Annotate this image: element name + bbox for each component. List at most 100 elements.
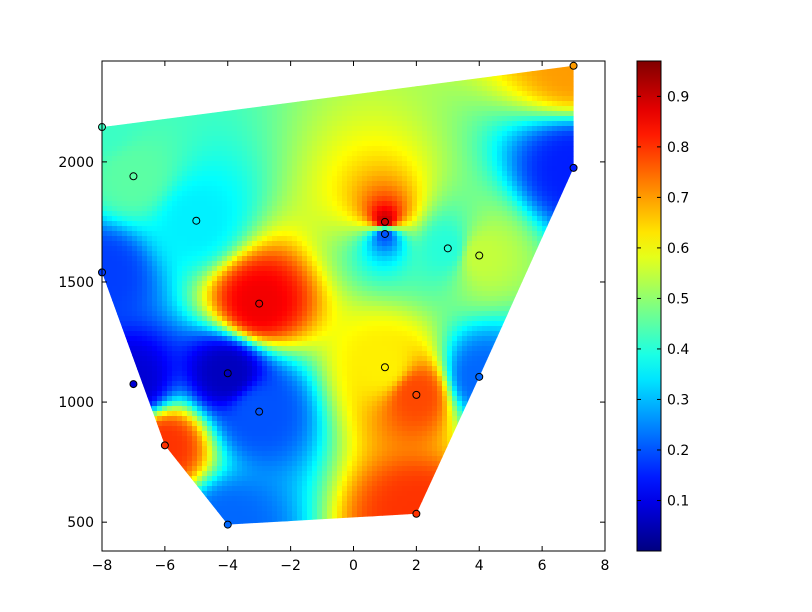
heatmap-cell <box>257 251 263 257</box>
heatmap-cell <box>232 201 238 207</box>
heatmap-cell <box>162 81 168 87</box>
heatmap-cell <box>497 106 503 112</box>
heatmap-cell <box>352 261 358 267</box>
heatmap-cell <box>212 131 218 137</box>
heatmap-cell <box>482 166 488 172</box>
heatmap-cell <box>277 166 283 172</box>
heatmap-cell <box>342 251 348 257</box>
heatmap-cell <box>587 71 592 76</box>
heatmap-cell <box>107 111 113 117</box>
heatmap-cell <box>517 76 523 82</box>
heatmap-cell <box>112 76 118 82</box>
heatmap-cell <box>387 71 393 77</box>
heatmap-cell <box>192 101 198 107</box>
heatmap-cell <box>277 91 283 97</box>
heatmap-cell <box>137 271 143 277</box>
heatmap-cell <box>187 131 193 137</box>
heatmap-cell <box>187 256 193 262</box>
heatmap-cell <box>432 276 438 282</box>
heatmap-cell <box>222 116 228 122</box>
heatmap-cell <box>242 181 248 187</box>
heatmap-cell <box>427 161 433 167</box>
heatmap-cell <box>262 216 268 222</box>
heatmap-cell <box>412 261 418 267</box>
heatmap-cell <box>397 171 403 177</box>
heatmap-cell <box>107 121 113 127</box>
heatmap-cell <box>452 261 458 267</box>
heatmap-cell <box>387 246 393 252</box>
heatmap-cell <box>522 96 528 102</box>
heatmap-cell <box>477 141 483 147</box>
heatmap-cell <box>207 301 213 307</box>
heatmap-cell <box>462 96 468 102</box>
heatmap-cell <box>447 86 453 92</box>
heatmap-cell <box>517 151 523 157</box>
heatmap-cell <box>577 156 582 161</box>
heatmap-cell <box>357 146 363 152</box>
heatmap-cell <box>562 65 568 67</box>
heatmap-cell <box>487 276 493 282</box>
heatmap-cell <box>292 96 298 102</box>
heatmap-cell <box>432 256 438 262</box>
heatmap-cell <box>512 261 518 267</box>
heatmap-cell <box>592 131 597 136</box>
heatmap-cell <box>327 271 333 277</box>
heatmap-cell <box>432 201 438 207</box>
heatmap-cell <box>282 271 288 277</box>
heatmap-cell <box>497 241 503 247</box>
heatmap-cell <box>442 271 448 277</box>
heatmap-cell <box>437 81 443 87</box>
heatmap-cell <box>417 241 423 247</box>
heatmap-cell <box>452 296 458 302</box>
heatmap-cell <box>347 256 353 262</box>
heatmap-cell <box>342 166 348 172</box>
heatmap-cell <box>592 241 597 246</box>
heatmap-cell <box>502 191 508 197</box>
heatmap-cell <box>537 81 543 87</box>
heatmap-cell <box>382 141 388 147</box>
heatmap-cell <box>212 91 218 97</box>
heatmap-cell <box>287 136 293 142</box>
heatmap-cell <box>182 186 188 192</box>
heatmap-cell <box>307 191 313 197</box>
heatmap-cell <box>257 181 263 187</box>
heatmap-cell <box>387 206 393 212</box>
heatmap-cell <box>517 131 523 137</box>
heatmap-cell <box>177 116 183 122</box>
heatmap-cell <box>282 156 288 162</box>
heatmap-cell <box>532 121 538 127</box>
heatmap-cell <box>307 176 313 182</box>
heatmap-cell <box>347 76 353 82</box>
heatmap-cell <box>187 141 193 147</box>
heatmap-cell <box>107 151 113 157</box>
heatmap-cell <box>377 141 383 147</box>
heatmap-cell <box>167 296 173 302</box>
heatmap-cell <box>577 166 582 171</box>
heatmap-cell <box>227 251 233 257</box>
heatmap-cell <box>242 136 248 142</box>
heatmap-cell <box>387 201 393 207</box>
heatmap-cell <box>107 241 113 247</box>
heatmap-cell <box>572 136 574 142</box>
heatmap-cell <box>152 131 158 137</box>
heatmap-cell <box>472 166 478 172</box>
heatmap-cell <box>112 91 118 97</box>
heatmap-cell <box>197 81 203 87</box>
heatmap-cell <box>117 206 123 212</box>
heatmap-cell <box>442 71 448 77</box>
heatmap-cell <box>542 101 548 107</box>
heatmap-cell <box>462 296 468 302</box>
heatmap-cell <box>517 91 523 97</box>
heatmap-cell <box>457 141 463 147</box>
heatmap-cell <box>412 201 418 207</box>
heatmap-cell <box>462 231 468 237</box>
heatmap-cell <box>207 126 213 132</box>
heatmap-cell <box>192 181 198 187</box>
heatmap-cell <box>152 281 158 287</box>
heatmap-cell <box>467 76 473 82</box>
heatmap-cell <box>202 276 208 282</box>
heatmap-cell <box>172 71 178 77</box>
heatmap-cell <box>597 181 602 186</box>
heatmap-cell <box>107 146 113 152</box>
heatmap-cell <box>372 176 378 182</box>
